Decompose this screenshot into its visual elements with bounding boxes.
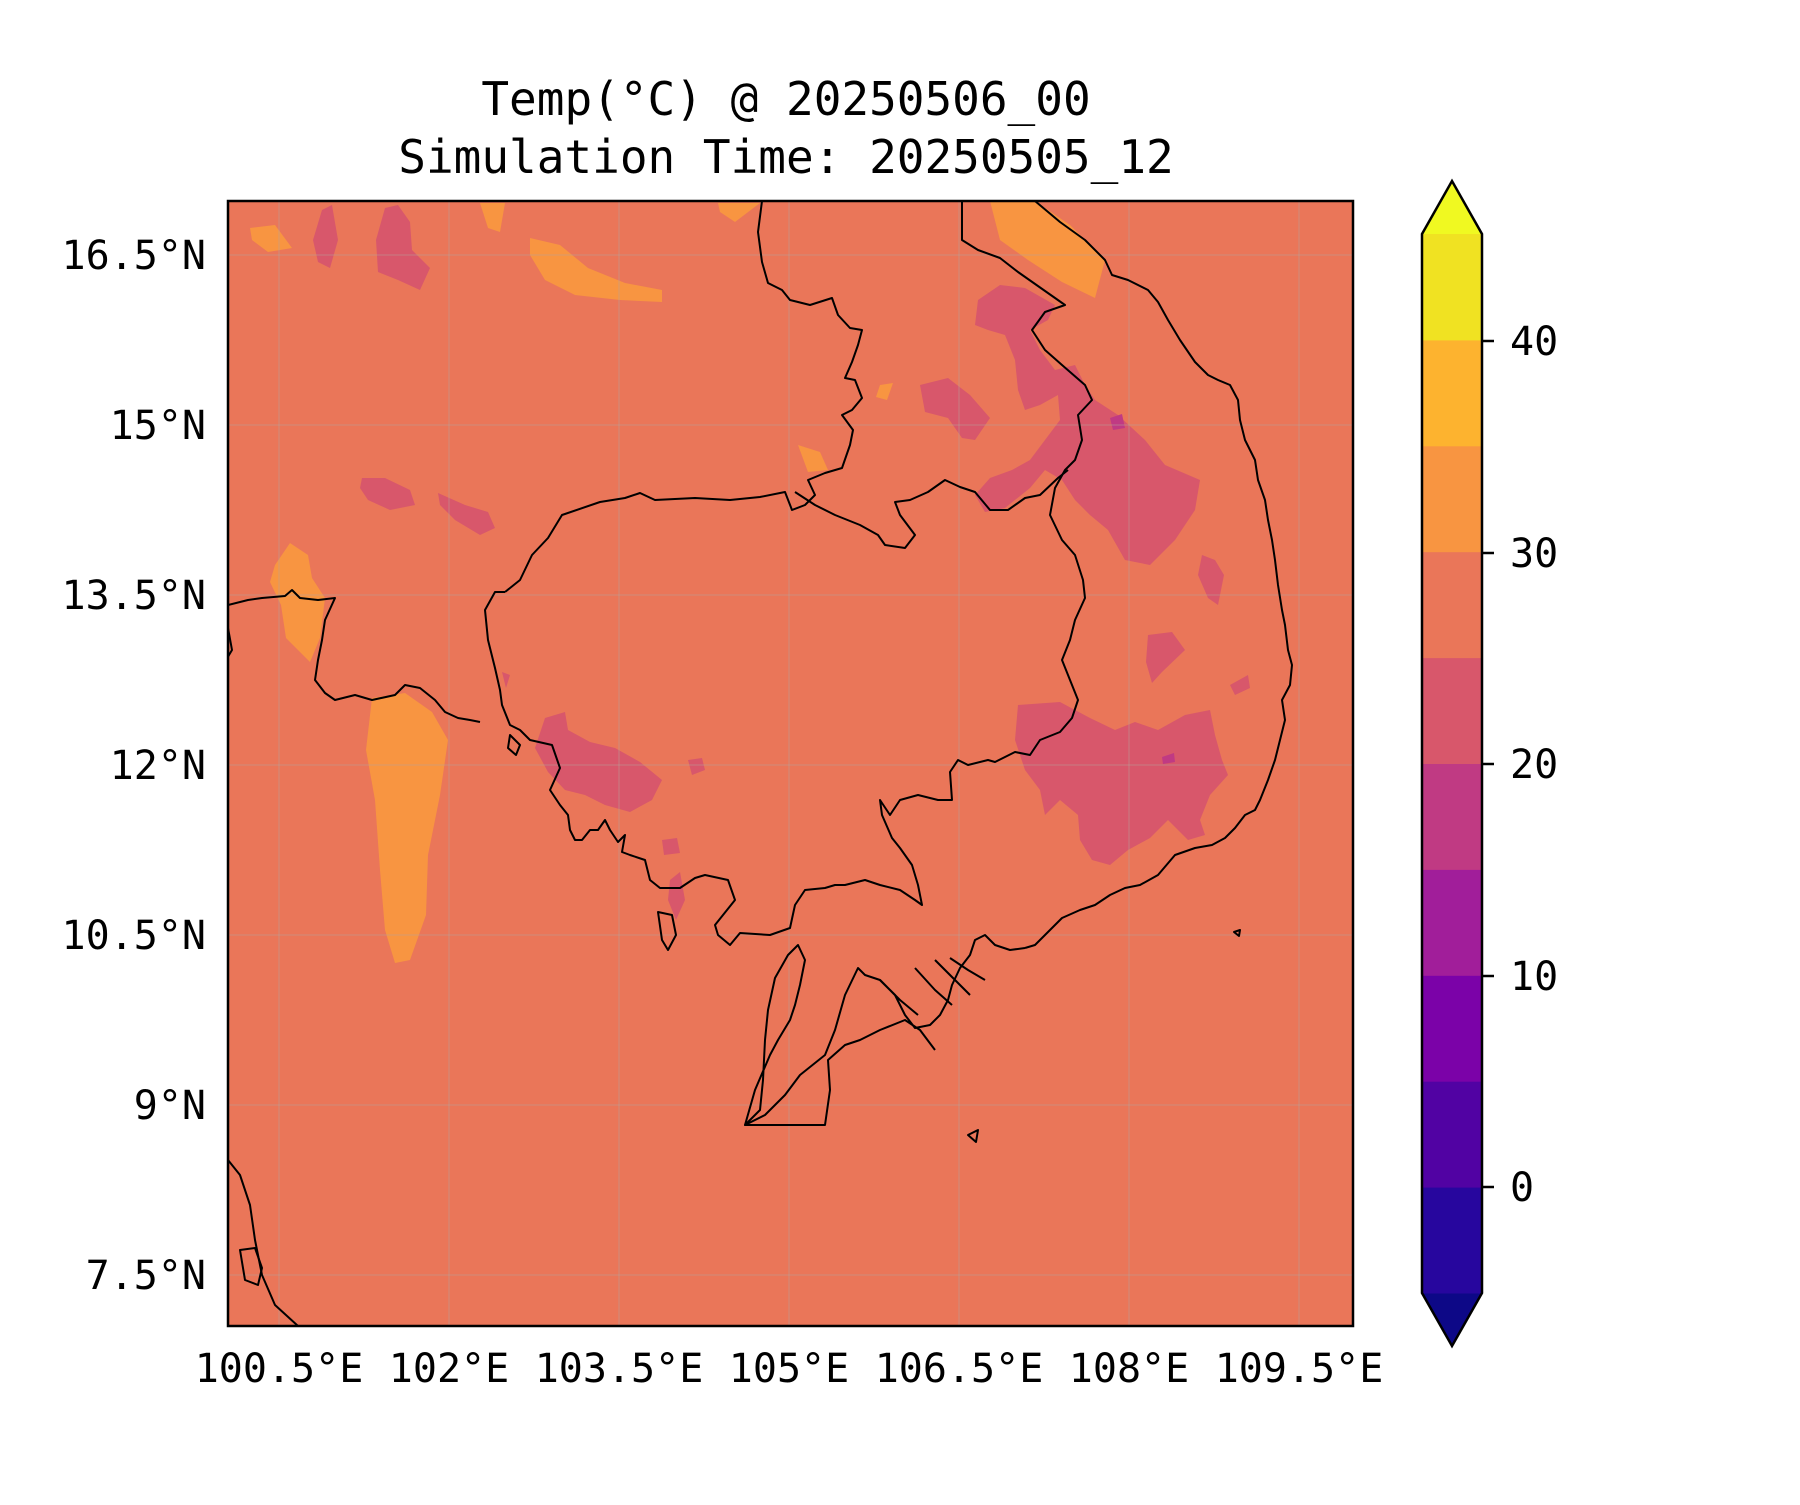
map-frame <box>226 199 1355 1328</box>
delta-channel <box>914 967 953 1006</box>
island <box>507 734 521 756</box>
contour-cold-spot <box>1110 414 1125 430</box>
contour-warm-patch <box>876 383 893 400</box>
contour-warm-patch <box>990 201 1105 298</box>
lon-tick-label: 103.5°E <box>535 1346 704 1392</box>
ca-mau-peninsula <box>744 944 806 1126</box>
delta-channel <box>879 979 919 1016</box>
contour-cool-patch <box>920 378 990 440</box>
colorbar-tick-label: 10 <box>1510 954 1558 1000</box>
contour-cool-patch <box>662 838 680 855</box>
contour-warm-patch <box>718 203 760 222</box>
colorbar-extend-high <box>1422 181 1482 234</box>
contour-cool-patch <box>360 478 415 510</box>
cambodia-border <box>504 201 863 593</box>
contour-cool-patch <box>313 205 338 268</box>
colorbar-segment <box>1422 869 1482 976</box>
lat-tick-labels: 16.5°N 15°N 13.5°N 12°N 10.5°N 9°N 7.5°N <box>62 233 207 1299</box>
lon-tick-label: 100.5°E <box>195 1346 364 1392</box>
contour-cool-patch <box>668 872 685 920</box>
island <box>967 1129 979 1143</box>
contour-cool-patch <box>1198 555 1224 605</box>
map-title: Temp(°C) @ 20250506_00 <box>481 72 1090 126</box>
lon-tick-label: 106.5°E <box>875 1346 1044 1392</box>
contour-warm-patch <box>270 543 325 662</box>
colorbar-extend-low <box>1422 1293 1482 1346</box>
island <box>239 1247 263 1286</box>
contour-cool-patch <box>1146 632 1185 683</box>
colorbar-ticks <box>1482 339 1494 1189</box>
colorbar: 40 30 20 10 0 <box>1420 178 1558 1349</box>
map-panel: 100.5°E 102°E 103.5°E 105°E 106.5°E 108°… <box>62 199 1384 1392</box>
delta-channel <box>949 957 986 981</box>
lon-tick-label: 109.5°E <box>1215 1346 1384 1392</box>
lat-tick-label: 15°N <box>110 403 206 449</box>
contour-warm-patch <box>798 445 828 472</box>
thailand-border-west <box>228 589 481 723</box>
map-subtitle: Simulation Time: 20250505_12 <box>398 130 1173 184</box>
thailand-gulf-coast <box>228 1159 299 1326</box>
island <box>657 911 677 951</box>
mekong-delta-coast <box>744 934 1026 1126</box>
contour-cool-patch <box>438 493 495 535</box>
delta-channel <box>934 959 971 996</box>
colorbar-tick-label: 30 <box>1510 531 1558 577</box>
colorbar-segment <box>1422 445 1482 553</box>
lon-tick-labels: 100.5°E 102°E 103.5°E 105°E 106.5°E 108°… <box>195 1346 1384 1392</box>
contour-cool-patch <box>1230 675 1250 695</box>
colorbar-segment <box>1422 339 1482 447</box>
laos-cambodia-border <box>794 469 1069 549</box>
colorbar-segment <box>1422 975 1482 1082</box>
colorbar-tick-label: 40 <box>1510 319 1558 365</box>
lat-tick-label: 10.5°N <box>62 913 207 959</box>
contour-warm-patch <box>250 225 292 252</box>
contour-cool-patch <box>688 758 705 775</box>
vietnam-coast <box>1024 201 1293 949</box>
thailand-coast-west <box>228 627 233 659</box>
lat-tick-label: 9°N <box>134 1083 206 1129</box>
lat-tick-label: 12°N <box>110 743 206 789</box>
contour-cool-patch <box>502 672 510 688</box>
contour-warm-patch <box>530 238 662 302</box>
contour-cool-patch <box>535 712 662 812</box>
contour-cold-spot <box>1162 753 1175 764</box>
lat-tick-label: 13.5°N <box>62 573 207 619</box>
colorbar-tick-label: 0 <box>1510 1165 1534 1211</box>
colorbar-segment <box>1422 1081 1482 1188</box>
colorbar-segment <box>1422 763 1482 870</box>
contour-warm-patch <box>480 203 505 232</box>
colorbar-segment <box>1422 1187 1482 1294</box>
lon-tick-label: 105°E <box>729 1346 849 1392</box>
colorbar-tick-label: 20 <box>1510 742 1558 788</box>
colorbar-outline <box>1420 178 1484 1349</box>
contour-cool-patch <box>1015 702 1228 865</box>
lon-tick-label: 108°E <box>1069 1346 1189 1392</box>
colorbar-segments <box>1422 181 1482 1346</box>
colorbar-segment <box>1422 657 1482 764</box>
colorbar-segment <box>1422 551 1482 659</box>
contour-cool-patch <box>975 285 1200 565</box>
lon-tick-label: 102°E <box>389 1346 509 1392</box>
map-gridlines <box>228 201 1353 1326</box>
colorbar-segment <box>1422 234 1482 341</box>
lat-tick-label: 7.5°N <box>86 1253 206 1299</box>
island <box>1233 929 1241 937</box>
lat-tick-label: 16.5°N <box>62 233 207 279</box>
laos-vietnam-border <box>484 201 1093 946</box>
temperature-contours <box>250 201 1250 963</box>
contour-cool-patch <box>376 205 430 290</box>
contour-warm-patch <box>366 693 448 963</box>
coastlines-and-borders <box>228 201 1293 1326</box>
